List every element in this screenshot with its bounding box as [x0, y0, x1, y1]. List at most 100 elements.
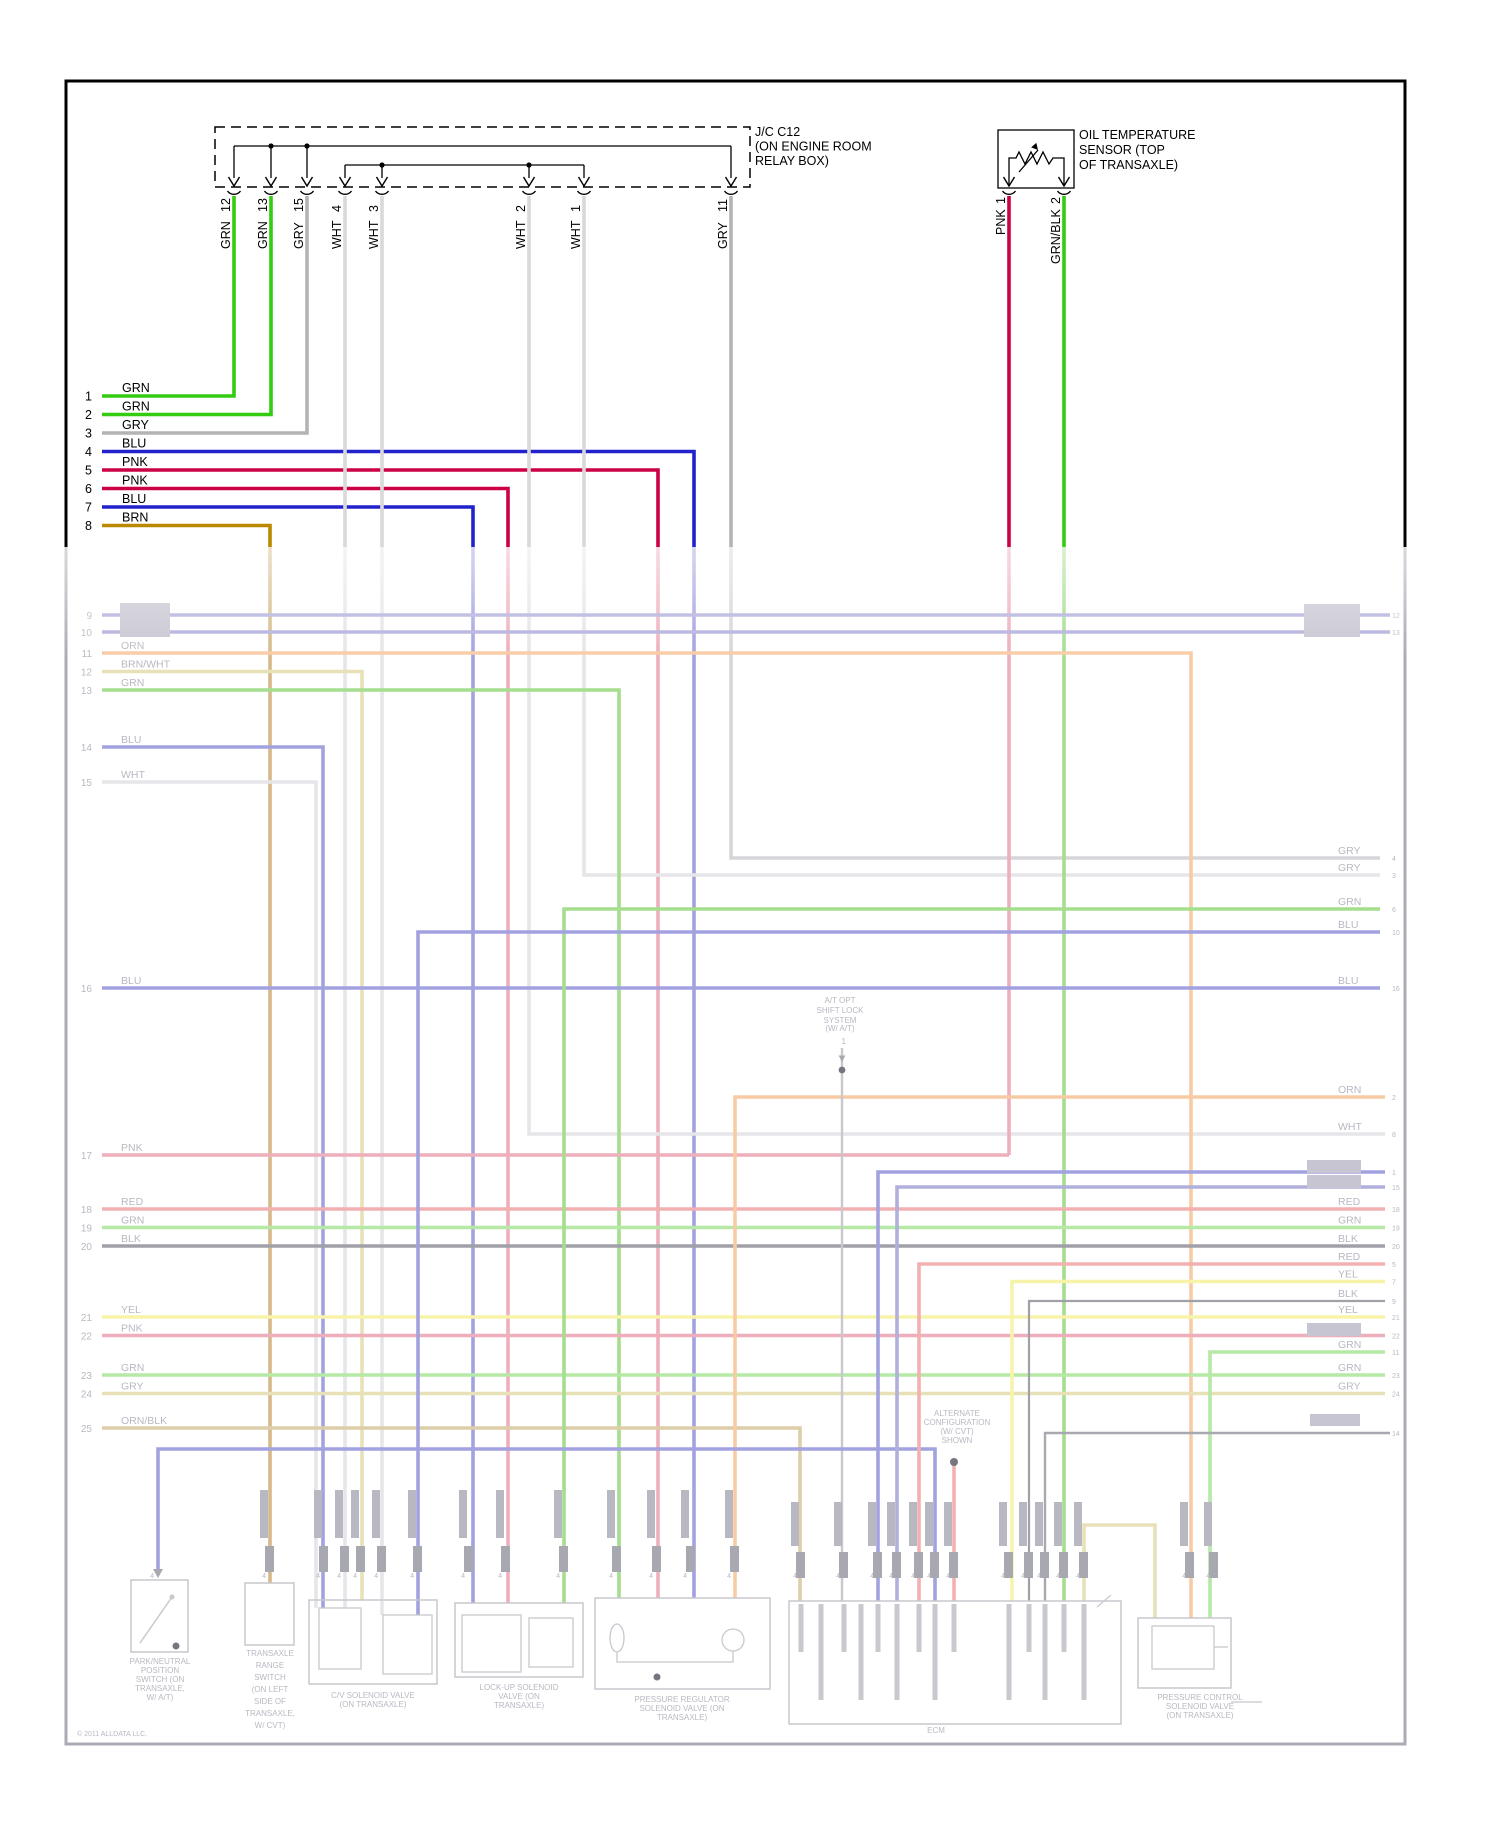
svg-text:4: 4 [498, 1573, 502, 1580]
svg-text:4: 4 [683, 1573, 687, 1580]
svg-text:15: 15 [1392, 1185, 1400, 1192]
svg-text:1: 1 [994, 197, 1008, 204]
svg-text:4: 4 [85, 445, 92, 459]
svg-text:PNK: PNK [122, 455, 148, 469]
svg-text:4: 4 [374, 1573, 378, 1580]
svg-text:GRN: GRN [1338, 1215, 1361, 1227]
svg-text:C/V SOLENOID VALVE: C/V SOLENOID VALVE [331, 1691, 415, 1700]
svg-text:15: 15 [81, 778, 93, 789]
svg-text:RED: RED [121, 1196, 144, 1208]
svg-text:SENSOR (TOP: SENSOR (TOP [1079, 143, 1165, 157]
svg-text:21: 21 [1392, 1315, 1400, 1322]
svg-text:4: 4 [1392, 856, 1396, 863]
svg-text:15: 15 [292, 198, 306, 212]
svg-text:4: 4 [1076, 1573, 1080, 1580]
svg-text:RED: RED [1338, 1251, 1361, 1263]
svg-text:GRN/BLK: GRN/BLK [1049, 208, 1063, 264]
svg-text:RED: RED [1338, 1196, 1361, 1208]
svg-text:2: 2 [85, 408, 92, 422]
svg-text:4: 4 [927, 1573, 931, 1580]
svg-text:2: 2 [1049, 197, 1063, 204]
svg-text:4: 4 [330, 205, 344, 212]
svg-text:© 2011 ALLDATA LLC.: © 2011 ALLDATA LLC. [77, 1730, 147, 1738]
svg-text:24: 24 [81, 1390, 93, 1401]
svg-text:PNK: PNK [121, 1142, 143, 1154]
svg-text:4: 4 [836, 1573, 840, 1580]
svg-text:SOLENOID VALVE: SOLENOID VALVE [1166, 1702, 1234, 1711]
svg-text:GRN: GRN [1338, 1362, 1361, 1374]
svg-text:4: 4 [1021, 1573, 1025, 1580]
svg-text:4: 4 [316, 1573, 320, 1580]
svg-text:BLU: BLU [1338, 975, 1358, 987]
svg-text:6: 6 [1392, 907, 1396, 914]
svg-text:17: 17 [81, 1151, 93, 1162]
svg-text:GRN: GRN [219, 221, 233, 249]
svg-text:WHT: WHT [121, 769, 145, 781]
svg-text:9: 9 [1392, 1299, 1396, 1306]
svg-text:3: 3 [1392, 873, 1396, 880]
svg-text:POSITION: POSITION [141, 1666, 179, 1675]
svg-text:8: 8 [1392, 1132, 1396, 1139]
svg-text:7: 7 [85, 501, 92, 515]
svg-text:(ON ENGINE ROOM: (ON ENGINE ROOM [755, 140, 872, 154]
svg-text:TRANSAXLE,: TRANSAXLE, [245, 1709, 295, 1718]
svg-text:4: 4 [609, 1573, 613, 1580]
svg-text:TRANSAXLE): TRANSAXLE) [494, 1701, 545, 1710]
svg-text:W/ A/T): W/ A/T) [147, 1693, 174, 1702]
svg-text:1: 1 [85, 390, 92, 404]
svg-text:4: 4 [946, 1573, 950, 1580]
svg-text:6: 6 [85, 482, 92, 496]
svg-text:GRN: GRN [122, 400, 150, 414]
svg-text:13: 13 [256, 198, 270, 212]
svg-text:BLU: BLU [1338, 919, 1358, 931]
svg-text:ECM: ECM [927, 1726, 945, 1735]
svg-text:4: 4 [1206, 1573, 1210, 1580]
svg-text:19: 19 [81, 1224, 93, 1235]
svg-text:11: 11 [1392, 1350, 1399, 1357]
svg-text:OF TRANSAXLE): OF TRANSAXLE) [1079, 158, 1178, 172]
svg-text:5: 5 [85, 464, 92, 478]
svg-text:GRY: GRY [716, 221, 730, 249]
svg-text:23: 23 [81, 1371, 93, 1382]
svg-text:2: 2 [1392, 1095, 1396, 1102]
svg-text:TRANSAXLE,: TRANSAXLE, [135, 1684, 185, 1693]
svg-text:(W/ CVT): (W/ CVT) [940, 1427, 974, 1436]
svg-text:GRY: GRY [121, 1381, 144, 1393]
svg-text:GRN: GRN [256, 221, 270, 249]
svg-text:BLK: BLK [1338, 1288, 1358, 1300]
svg-text:WHT: WHT [514, 220, 528, 249]
svg-text:GRN: GRN [121, 1362, 144, 1374]
svg-text:SYSTEM: SYSTEM [824, 1016, 857, 1025]
svg-text:4: 4 [1056, 1573, 1060, 1580]
svg-text:J/C C12: J/C C12 [755, 125, 800, 139]
svg-text:4: 4 [1037, 1573, 1041, 1580]
svg-text:GRN: GRN [121, 677, 144, 689]
svg-text:YEL: YEL [1338, 1269, 1358, 1281]
svg-text:TRANSAXLE): TRANSAXLE) [657, 1713, 708, 1722]
svg-text:PRESSURE CONTROL: PRESSURE CONTROL [1157, 1693, 1243, 1702]
svg-text:4: 4 [353, 1573, 357, 1580]
svg-text:20: 20 [81, 1242, 93, 1253]
svg-text:SHIFT LOCK: SHIFT LOCK [817, 1006, 865, 1015]
svg-text:A/T OPT: A/T OPT [825, 996, 856, 1005]
svg-text:16: 16 [1392, 986, 1400, 993]
svg-text:4: 4 [461, 1573, 465, 1580]
svg-text:18: 18 [1392, 1207, 1400, 1214]
svg-text:2: 2 [514, 205, 528, 212]
svg-text:4: 4 [793, 1573, 797, 1580]
svg-text:PNK: PNK [994, 209, 1008, 235]
svg-text:4: 4 [870, 1573, 874, 1580]
svg-text:SOLENOID VALVE (ON: SOLENOID VALVE (ON [639, 1704, 724, 1713]
svg-text:ORN/BLK: ORN/BLK [121, 1415, 167, 1427]
svg-text:4: 4 [337, 1573, 341, 1580]
svg-text:GRY: GRY [1338, 1381, 1361, 1393]
svg-text:10: 10 [1392, 930, 1400, 937]
svg-text:4: 4 [1001, 1573, 1005, 1580]
svg-text:SIDE OF: SIDE OF [254, 1697, 286, 1706]
svg-text:PNK: PNK [122, 474, 148, 488]
svg-text:VALVE (ON: VALVE (ON [498, 1692, 540, 1701]
svg-text:PNK: PNK [121, 1323, 143, 1335]
svg-text:GRY: GRY [122, 418, 150, 432]
svg-text:GRN: GRN [122, 381, 150, 395]
svg-text:16: 16 [81, 984, 93, 995]
